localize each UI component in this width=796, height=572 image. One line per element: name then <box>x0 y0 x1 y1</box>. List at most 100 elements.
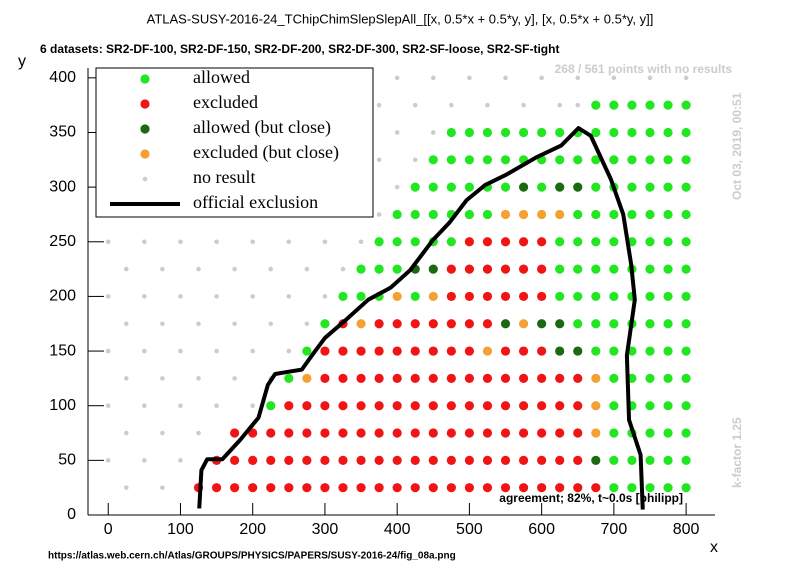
point <box>302 401 312 411</box>
point <box>537 346 547 356</box>
point <box>555 401 565 411</box>
point <box>196 430 201 436</box>
point <box>482 237 493 247</box>
point <box>338 346 348 356</box>
y-tick-label: 200 <box>49 288 76 305</box>
point <box>142 348 147 354</box>
point <box>518 319 529 329</box>
point <box>123 376 129 381</box>
point <box>394 184 400 190</box>
point <box>410 237 420 247</box>
point <box>356 291 366 302</box>
point <box>663 291 673 302</box>
point <box>500 264 511 274</box>
point <box>105 458 111 463</box>
point <box>374 455 384 465</box>
point <box>500 319 511 329</box>
timestamp: Oct 03, 2019, 00:51 <box>730 92 744 200</box>
point <box>482 455 493 465</box>
point <box>681 483 691 493</box>
point <box>681 319 691 329</box>
point <box>609 100 619 110</box>
point <box>482 319 493 329</box>
point <box>500 428 511 438</box>
point <box>196 376 201 381</box>
point <box>464 428 475 438</box>
point <box>573 237 583 247</box>
point <box>663 182 673 192</box>
point <box>123 266 129 272</box>
point <box>555 346 565 356</box>
point <box>464 483 475 493</box>
point <box>539 75 544 81</box>
point <box>428 373 438 383</box>
point <box>446 127 456 138</box>
point <box>500 346 511 356</box>
point <box>446 401 456 411</box>
point <box>446 237 456 247</box>
point <box>573 291 583 302</box>
point <box>609 155 619 165</box>
point <box>248 483 258 493</box>
legend-label: allowed (but close) <box>193 117 331 138</box>
y-tick-label: 0 <box>67 506 76 523</box>
point <box>645 319 655 329</box>
legend-label: allowed <box>193 67 250 87</box>
legend-label: official exclusion <box>193 192 318 212</box>
point <box>681 237 691 247</box>
point <box>591 127 601 138</box>
point <box>142 403 147 409</box>
point <box>284 455 294 465</box>
point <box>428 346 438 356</box>
point <box>537 182 547 192</box>
point <box>160 485 165 490</box>
y-axis-label: y <box>18 53 26 70</box>
point <box>518 401 529 411</box>
point <box>266 428 276 438</box>
point <box>196 321 201 327</box>
point <box>591 237 601 247</box>
point <box>178 239 183 245</box>
y-tick-label: 300 <box>49 178 76 195</box>
point <box>482 428 493 438</box>
exclusion-line <box>197 126 645 510</box>
point <box>284 428 294 438</box>
point <box>627 483 637 493</box>
point <box>573 264 583 274</box>
point <box>518 127 529 138</box>
point <box>645 373 655 383</box>
point <box>160 376 165 381</box>
legend-marker <box>140 99 150 109</box>
point <box>645 264 655 274</box>
point <box>428 428 438 438</box>
point <box>214 294 219 299</box>
point <box>663 319 673 329</box>
point <box>518 428 529 438</box>
point <box>591 483 601 493</box>
point <box>392 483 402 493</box>
point <box>591 455 601 465</box>
point <box>428 455 438 465</box>
point <box>609 373 619 383</box>
point <box>392 346 402 356</box>
point <box>302 428 312 438</box>
legend-marker <box>140 149 150 159</box>
point <box>410 182 420 192</box>
point <box>537 127 547 138</box>
point <box>410 428 420 438</box>
point <box>482 264 493 274</box>
point <box>500 455 511 465</box>
point <box>573 483 583 493</box>
point <box>214 348 219 354</box>
point <box>160 430 165 436</box>
point <box>302 346 312 356</box>
point <box>304 266 310 272</box>
point <box>322 294 328 299</box>
point <box>645 155 655 165</box>
point <box>464 237 475 247</box>
point <box>609 483 619 493</box>
point <box>356 373 366 383</box>
point <box>286 294 292 299</box>
point <box>232 321 237 327</box>
point <box>609 428 619 438</box>
